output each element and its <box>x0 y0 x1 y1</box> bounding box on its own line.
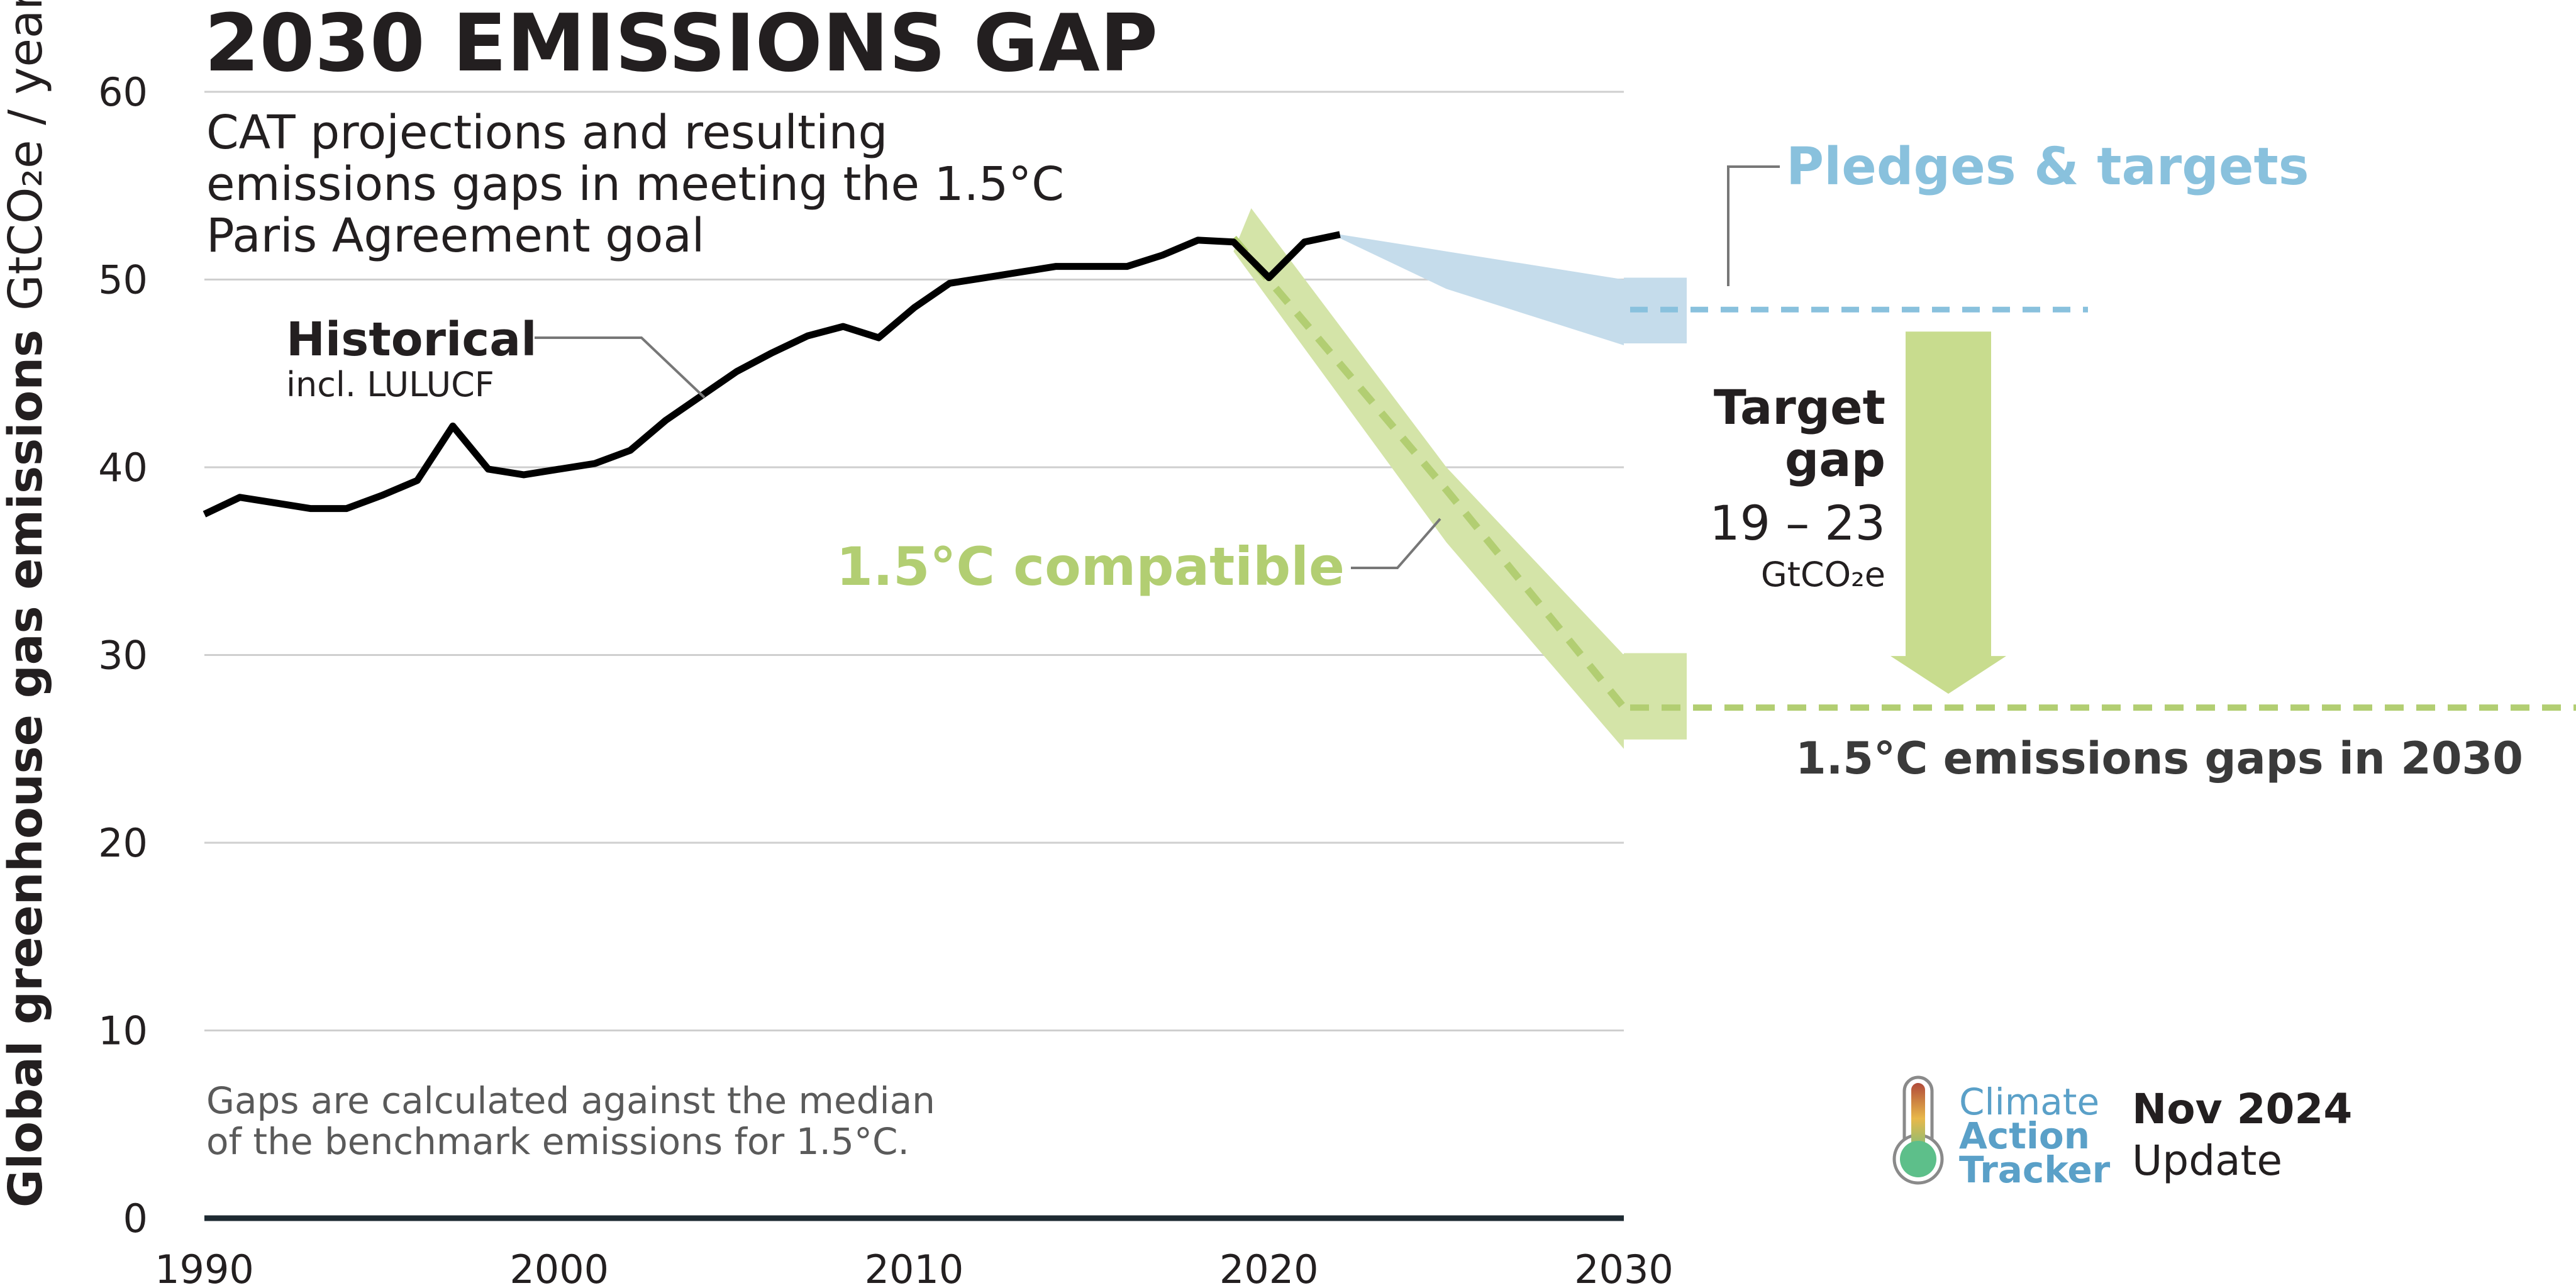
subtitle-line-1: CAT projections and resulting <box>206 106 887 160</box>
historical-line <box>203 231 1341 518</box>
y-tick-20: 20 <box>98 820 148 866</box>
y-tick-30: 30 <box>98 633 148 679</box>
compatible-label: 1.5°C compatible <box>836 536 1345 597</box>
y-tick-60: 60 <box>98 69 148 115</box>
target-gap-title-2: gap <box>1785 431 1885 487</box>
logo-line-2: Action <box>1959 1114 2090 1157</box>
note-line-1: Gaps are calculated against the median <box>206 1079 935 1122</box>
compatible-leader-line <box>1351 518 1441 569</box>
y-tick-50: 50 <box>98 257 148 303</box>
y-tick-40: 40 <box>98 445 148 491</box>
x-tick-2030: 2030 <box>1574 1246 1674 1288</box>
compatible-median-line <box>1230 235 1627 710</box>
target-gap-unit: GtCO₂e <box>1761 555 1885 594</box>
update-date: Nov 2024 <box>2132 1085 2352 1133</box>
x-tick-2020: 2020 <box>1219 1246 1319 1288</box>
logo-line-3: Tracker <box>1959 1148 2111 1191</box>
target-gap-arrow <box>1890 331 2006 694</box>
pledges-band <box>1340 234 1624 345</box>
y-tick-0: 0 <box>123 1196 148 1241</box>
pledges-leader-line <box>1727 165 1780 286</box>
compatible-band <box>1233 208 1624 749</box>
y-axis-label-unit: GtCO₂e / year <box>0 0 53 311</box>
historical-label: Historical <box>286 313 537 367</box>
subtitle-line-3: Paris Agreement goal <box>206 209 704 263</box>
x-tick-2000: 2000 <box>509 1246 609 1288</box>
historical-leader-line <box>535 336 706 399</box>
note-line-2: of the benchmark emissions for 1.5°C. <box>206 1120 909 1163</box>
target-gap-title-1: Target <box>1714 379 1885 435</box>
compatible-2030-range <box>1624 653 1687 740</box>
chart-title: 2030 EMISSIONS GAP <box>204 0 1158 89</box>
logo-line-1: Climate <box>1959 1080 2099 1123</box>
historical-sublabel: incl. LULUCF <box>286 365 494 404</box>
x-tick-labels: 1990 2000 2010 2020 2030 <box>155 1246 1674 1288</box>
y-tick-labels: 0 10 20 30 40 50 60 <box>98 69 148 1241</box>
pledges-label: Pledges & targets <box>1786 137 2309 197</box>
target-gap-value: 19 – 23 <box>1709 495 1885 551</box>
y-tick-10: 10 <box>98 1008 148 1054</box>
y-axis-label-main: Global greenhouse gas emissions <box>0 330 53 1208</box>
update-word: Update <box>2132 1136 2282 1185</box>
y-axis-label: Global greenhouse gas emissions GtCO₂e / … <box>0 0 53 1208</box>
thermometer-icon <box>1892 1075 1944 1185</box>
subtitle-line-2: emissions gaps in meeting the 1.5°C <box>206 157 1064 211</box>
grid-lines <box>204 91 1624 1031</box>
x-tick-1990: 1990 <box>155 1246 254 1288</box>
gaps-2030-label: 1.5°C emissions gaps in 2030 <box>1796 733 2523 784</box>
x-tick-2010: 2010 <box>865 1246 964 1288</box>
